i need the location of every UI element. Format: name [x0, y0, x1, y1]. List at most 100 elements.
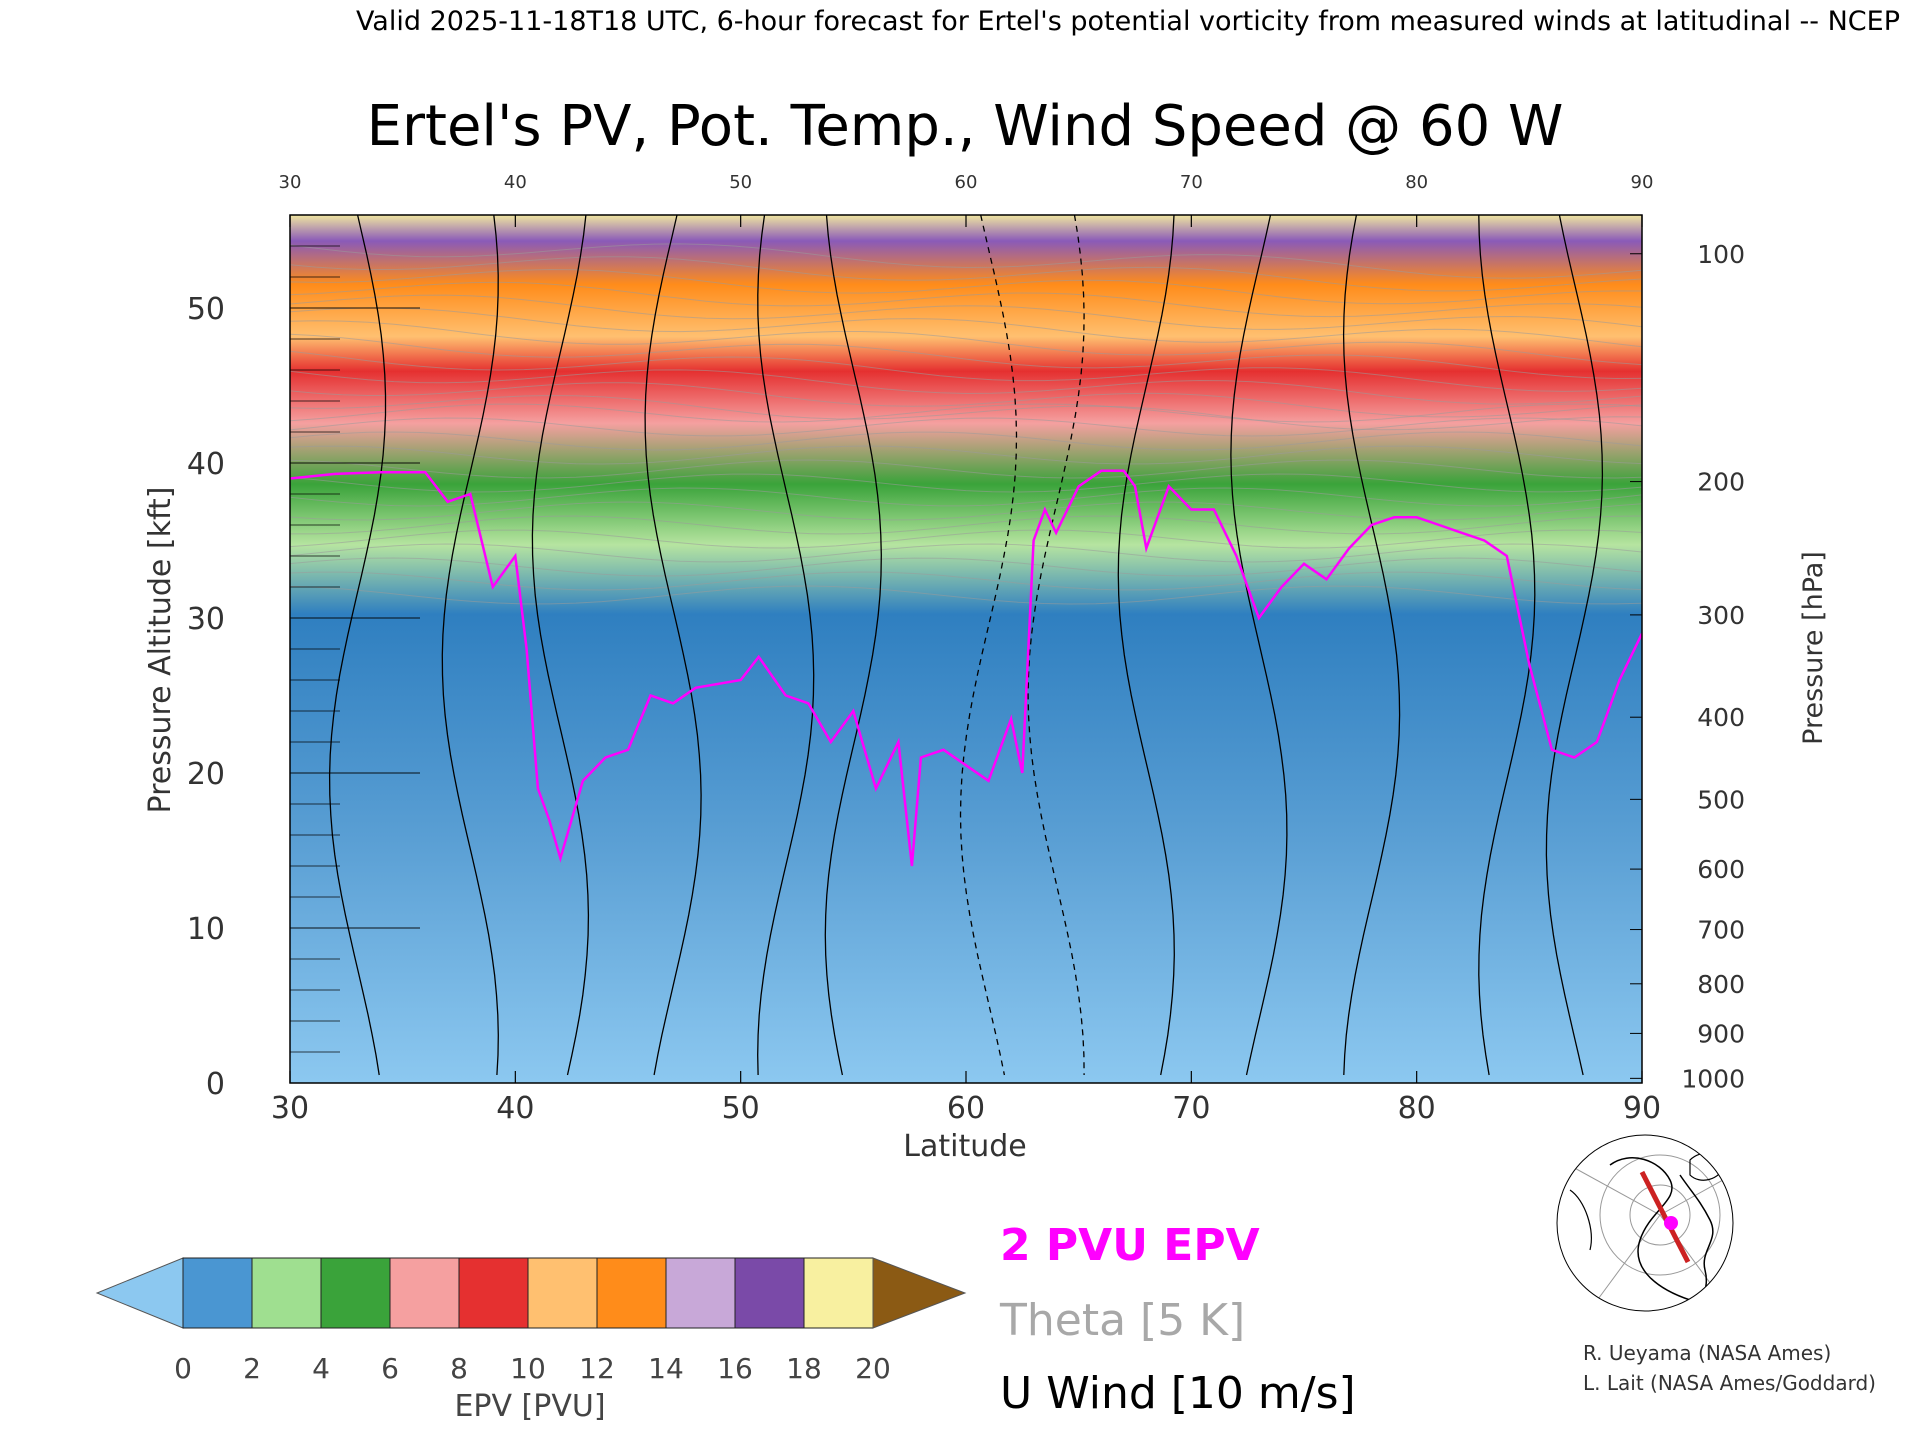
y-tick-label: 10	[187, 912, 225, 947]
theta-contour	[290, 307, 1642, 348]
section-line	[1639, 1170, 1691, 1264]
theta-contour	[290, 571, 1642, 591]
colorbar-tick-label: 4	[312, 1352, 330, 1385]
theta-contour	[290, 243, 1642, 279]
pv-field	[290, 215, 1642, 1083]
pv-2pvu-contour	[290, 469, 1642, 867]
legend-uwind: U Wind [10 m/s]	[1000, 1368, 1356, 1419]
x-tick-label-top: 50	[729, 172, 752, 193]
pressure-tick-label: 700	[1697, 916, 1745, 945]
pv-shading	[290, 215, 1642, 1083]
colorbar-tick-label: 20	[855, 1352, 891, 1385]
wind-contour	[1342, 215, 1401, 1076]
theta-contour	[290, 320, 1642, 366]
theta-contour	[290, 487, 1642, 507]
theta-contour	[290, 417, 1642, 437]
colorbar: 0 2 4 6 8 10 12 14 16 18 20	[95, 1257, 967, 1385]
wind-contour	[1230, 215, 1288, 1076]
colorbar-segment	[182, 1257, 253, 1329]
credit-line-2: L. Lait (NASA Ames/Goddard)	[1583, 1371, 1876, 1395]
x-tick-label-top: 40	[504, 172, 527, 193]
pressure-tick-label: 300	[1697, 601, 1745, 630]
pressure-tick-label: 400	[1697, 703, 1745, 732]
pressure-axis: 100 200 300 400 500 600 700 800 900 1000	[1630, 240, 1745, 1093]
theta-contour	[290, 431, 1642, 451]
wind-contour	[441, 215, 499, 1076]
theta-contour	[290, 256, 1642, 292]
legend-theta: Theta [5 K]	[999, 1295, 1245, 1346]
y-axis: 0 10 20 30 40 50	[187, 214, 420, 1102]
theta-contour	[290, 394, 1642, 431]
theta-contours	[290, 243, 1642, 605]
x-tick-label: 30	[271, 1091, 309, 1126]
colorbar-tick-label: 8	[450, 1352, 468, 1385]
wind-contour	[959, 215, 1018, 1076]
wind-contour	[644, 215, 702, 1076]
pressure-tick-label: 900	[1697, 1019, 1745, 1048]
theta-contour	[290, 529, 1642, 549]
colorbar-under-arrow	[95, 1257, 184, 1329]
y-tick-label: 0	[206, 1067, 225, 1102]
theta-contour	[290, 459, 1642, 479]
colorbar-segment	[665, 1257, 736, 1329]
colorbar-segment	[527, 1257, 598, 1329]
colorbar-tick-label: 14	[648, 1352, 684, 1385]
colorbar-tick-label: 0	[174, 1352, 192, 1385]
x-axis: 30 30 40 40 50 50 60 60 70 70 80 80 90 90	[271, 172, 1661, 1126]
y-tick-label: 30	[187, 602, 225, 637]
wind-contours	[328, 215, 1604, 1076]
colorbar-segment	[734, 1257, 805, 1329]
x-tick-label-top: 90	[1631, 172, 1654, 193]
x-tick-label: 50	[722, 1091, 760, 1126]
wind-contour	[1545, 215, 1604, 1076]
colorbar-tick-label: 18	[786, 1352, 822, 1385]
y-tick-label: 20	[187, 757, 225, 792]
x-tick-label: 60	[947, 1091, 985, 1126]
theta-contour	[290, 350, 1642, 392]
x-tick-label-top: 30	[279, 172, 302, 193]
credit-line-1: R. Ueyama (NASA Ames)	[1583, 1341, 1831, 1365]
pressure-tick-label: 800	[1697, 970, 1745, 999]
colorbar-tick-label: 6	[381, 1352, 399, 1385]
colorbar-segment	[803, 1257, 874, 1329]
colorbar-segment	[596, 1257, 667, 1329]
y-tick-label: 50	[187, 292, 225, 327]
x-tick-label: 40	[496, 1091, 534, 1126]
colorbar-tick-label: 12	[579, 1352, 615, 1385]
colorbar-segment	[251, 1257, 322, 1329]
y-axis-label: Pressure Altitude [kft]	[143, 487, 178, 814]
pressure-axis-label: Pressure [hPa]	[1798, 551, 1829, 745]
theta-contour	[290, 501, 1642, 521]
theta-contour	[290, 585, 1642, 605]
x-tick-label: 90	[1623, 1091, 1661, 1126]
theta-contour	[290, 294, 1642, 330]
wind-contour	[824, 215, 882, 1076]
wind-contour	[1027, 215, 1085, 1076]
wind-contour	[1478, 215, 1536, 1076]
theta-contour	[290, 268, 1642, 305]
x-tick-label: 80	[1398, 1091, 1436, 1126]
x-tick-label-top: 60	[955, 172, 978, 193]
colorbar-label: EPV [PVU]	[454, 1389, 605, 1424]
theta-contour	[290, 473, 1642, 493]
pressure-tick-label: 600	[1697, 855, 1745, 884]
pressure-tick-label: 200	[1697, 468, 1745, 497]
x-tick-label-top: 70	[1180, 172, 1203, 193]
pressure-tick-label: 1000	[1681, 1064, 1745, 1093]
x-tick-label: 70	[1172, 1091, 1210, 1126]
theta-contour	[290, 515, 1642, 535]
theta-contour	[290, 445, 1642, 465]
legend-epv: 2 PVU EPV	[1000, 1220, 1260, 1271]
wind-contour	[328, 215, 387, 1076]
colorbar-over-arrow	[872, 1257, 967, 1329]
pressure-tick-label: 500	[1697, 785, 1745, 814]
header-text: Valid 2025-11-18T18 UTC, 6-hour forecast…	[356, 6, 1900, 37]
theta-contour	[290, 369, 1642, 405]
wind-contour	[757, 215, 815, 1076]
colorbar-segment	[389, 1257, 460, 1329]
colorbar-tick-label: 16	[717, 1352, 753, 1385]
theta-contour	[290, 281, 1642, 318]
colorbar-tick-label: 10	[510, 1352, 546, 1385]
wind-contour	[531, 215, 590, 1076]
